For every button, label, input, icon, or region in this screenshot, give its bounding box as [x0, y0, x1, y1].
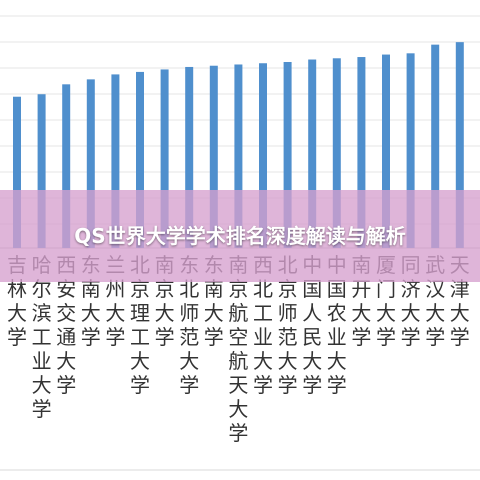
- title-banner: QS世界大学学术排名深度解读与解析: [0, 190, 480, 282]
- bar: [382, 54, 390, 249]
- banner-title: QS世界大学学术排名深度解读与解析: [74, 224, 406, 248]
- bar: [234, 64, 243, 248]
- bar: [37, 94, 46, 249]
- bar: [13, 96, 21, 248]
- bar: [209, 65, 218, 248]
- bar: [357, 57, 366, 248]
- x-tick-label: 中国农业大学: [327, 253, 347, 397]
- bar: [185, 66, 194, 249]
- x-tick-labels: 吉林大学哈尔滨工业大学西安交通大学东南大学兰州大学北京理工大学南京大学东北师范大…: [7, 253, 470, 445]
- bar: [86, 79, 95, 248]
- bar: [62, 84, 71, 248]
- bar: [332, 58, 341, 248]
- bar: [308, 59, 317, 248]
- bar: [259, 63, 267, 248]
- bar: [455, 42, 464, 248]
- bar: [406, 53, 415, 248]
- x-tick-label: 中国人民大学: [302, 253, 322, 397]
- bar: [136, 71, 144, 248]
- bar: [283, 62, 292, 248]
- bar: [160, 69, 169, 248]
- x-tick-label: 西北工业大学: [253, 253, 273, 397]
- x-tick-label: 东北师范大学: [179, 253, 199, 397]
- bars: [13, 42, 464, 249]
- bar: [111, 74, 120, 249]
- bar: [431, 44, 440, 248]
